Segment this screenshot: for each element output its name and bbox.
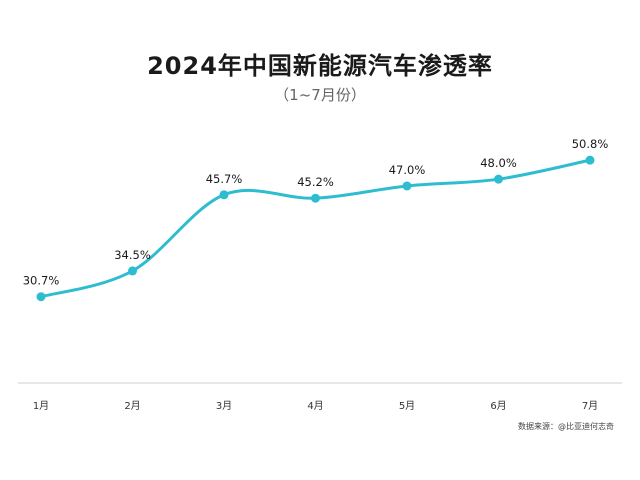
chart-subtitle: （1~7月份） — [274, 86, 366, 104]
data-label: 45.7% — [206, 172, 243, 186]
x-tick-label: 4月 — [307, 400, 323, 412]
x-tick-label: 3月 — [216, 400, 232, 412]
x-tick-label: 5月 — [399, 400, 415, 412]
data-point — [219, 190, 229, 200]
data-point — [311, 193, 320, 203]
data-label: 48.0% — [480, 156, 517, 170]
data-point — [494, 174, 503, 184]
data-label: 47.0% — [389, 163, 426, 177]
x-tick-label: 6月 — [490, 400, 506, 412]
data-point — [402, 181, 412, 191]
data-label: 30.7% — [23, 274, 60, 288]
x-tick-label: 2月 — [124, 400, 140, 412]
x-tick-label: 1月 — [33, 400, 49, 412]
data-label: 50.8% — [572, 137, 609, 151]
data-point — [36, 292, 46, 302]
x-tick-label: 7月 — [582, 400, 598, 412]
data-point — [585, 155, 595, 165]
chart-title: 2024年中国新能源汽车渗透率 — [147, 52, 493, 80]
data-label: 45.2% — [297, 175, 334, 189]
data-point — [128, 266, 137, 276]
data-label: 34.5% — [114, 248, 151, 262]
data-source-note: 数据来源：@比亚迪何志奇 — [518, 422, 614, 431]
